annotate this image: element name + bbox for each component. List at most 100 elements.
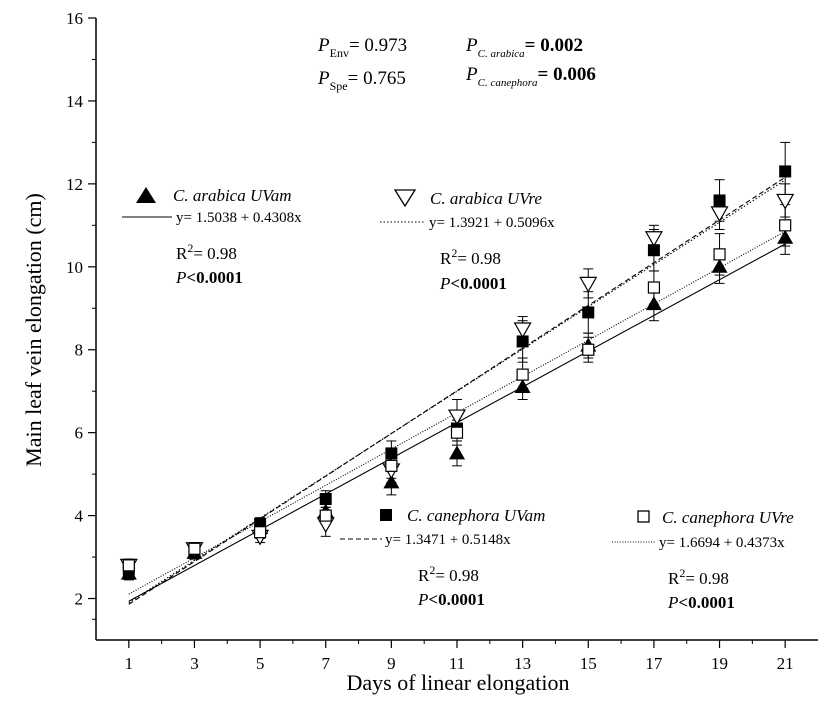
legend-eq-canephora-uvre: y= 1.6694 + 0.4373x (659, 535, 785, 551)
p-spe-sub: Spe (330, 79, 348, 93)
legend-p-arabica-uvam: P<0.0001 (175, 268, 243, 287)
legend-r2-canephora-uvam: R2= 0.98 (418, 563, 479, 585)
p-arabica-value: = 0.002 (525, 35, 583, 56)
legend-canephora-uvre: C. canephora UVre y= 1.6694 + 0.4373x R2… (612, 508, 794, 612)
point-series-1 (644, 231, 663, 247)
p-spe-value: = 0.765 (348, 68, 406, 89)
point-series-0 (777, 229, 794, 244)
p-env-sub: Env (330, 46, 349, 60)
point-series-3 (319, 509, 332, 522)
point-series-0 (711, 258, 728, 273)
r2-sup-canephora-uvre: 2 (679, 566, 685, 580)
p-prefix-canephora-uvre: P (667, 593, 678, 612)
point-series-3 (122, 559, 135, 572)
y-tick-label: 4 (75, 507, 84, 526)
x-tick-label: 17 (645, 654, 663, 673)
legend-arabica-uvam: C. arabica UVam y= 1.5038 + 0.4308x R2= … (122, 186, 302, 287)
p-prefix-arabica-uvam: P (175, 268, 186, 287)
point-series-2 (582, 306, 595, 319)
p-canephora-annotation: PC. canephora= 0.006 (465, 64, 596, 89)
point-series-2 (385, 447, 398, 460)
r2-sup-canephora-uvam: 2 (429, 563, 435, 577)
legend-p-canephora-uvre: P<0.0001 (667, 593, 735, 612)
p-arabica-sub: C. arabica (478, 48, 526, 60)
x-axis-title: Days of linear elongation (347, 670, 570, 695)
r2-label-canephora-uvam: R (418, 566, 430, 585)
y-tick-label: 14 (66, 92, 84, 111)
p-canephora-value: = 0.006 (538, 64, 596, 85)
point-series-3 (450, 426, 464, 439)
p-prefix-canephora-uvam: P (417, 590, 428, 609)
y-tick-label: 2 (75, 590, 84, 609)
p-spe-annotation: PSpe= 0.765 (317, 68, 406, 93)
r2-value-canephora-uvam: = 0.98 (435, 566, 479, 585)
p-prefix-arabica-uvre: P (439, 274, 450, 293)
data-points (119, 165, 795, 580)
legend-marker-arabica-uvre (393, 189, 417, 208)
x-tick-label: 3 (190, 654, 199, 673)
point-series-2 (516, 335, 529, 348)
point-series-1 (710, 206, 729, 223)
point-series-2 (647, 244, 660, 257)
p-spe-label: P (317, 68, 330, 89)
point-series-2 (713, 194, 726, 207)
point-series-1 (579, 276, 598, 293)
p-value-canephora-uvam: <0.0001 (428, 590, 484, 609)
point-series-3 (582, 343, 595, 356)
point-series-1 (513, 322, 532, 339)
point-series-3 (647, 281, 661, 294)
point-series-0 (645, 296, 662, 311)
x-tick-label: 13 (514, 654, 531, 673)
legend-r2-arabica-uvam: R2= 0.98 (176, 241, 237, 263)
p-env-label: P (317, 35, 330, 56)
legend-r2-canephora-uvre: R2= 0.98 (668, 566, 729, 588)
point-series-3 (713, 248, 726, 261)
legend-marker-canephora-uvam (380, 509, 392, 521)
x-tick-label: 19 (711, 654, 728, 673)
p-value-canephora-uvre: <0.0001 (678, 593, 734, 612)
point-series-3 (188, 542, 201, 555)
x-tick-label: 15 (580, 654, 597, 673)
point-series-2 (779, 165, 792, 178)
legend-marker-arabica-uvam (136, 187, 156, 203)
y-tick-label: 8 (75, 341, 84, 360)
x-tick-label: 9 (387, 654, 396, 673)
legend-eq-arabica-uvre: y= 1.3921 + 0.5096x (429, 215, 555, 231)
legend-eq-arabica-uvam: y= 1.5038 + 0.4308x (176, 210, 302, 226)
p-value-arabica-uvam: <0.0001 (186, 268, 242, 287)
x-tick-label: 1 (125, 654, 134, 673)
y-tick-label: 12 (66, 175, 83, 194)
legend-r2-arabica-uvre: R2= 0.98 (440, 246, 501, 268)
r2-label-arabica-uvam: R (176, 244, 188, 263)
y-tick-label: 16 (66, 9, 83, 28)
legend-canephora-uvam: C. canephora UVam y= 1.3471 + 0.5148x R2… (340, 506, 545, 609)
legend-name-canephora-uvre: C. canephora UVre (662, 508, 794, 527)
r2-value-arabica-uvam: = 0.98 (193, 244, 237, 263)
point-series-0 (514, 379, 531, 394)
p-canephora-sub: C. canephora (478, 77, 538, 89)
legend-marker-canephora-uvre (637, 510, 650, 523)
legend-name-canephora-uvam: C. canephora UVam (407, 506, 545, 525)
y-axis-title: Main leaf vein elongation (cm) (21, 193, 46, 467)
r2-label-canephora-uvre: R (668, 569, 680, 588)
x-tick-label: 5 (256, 654, 265, 673)
point-series-1 (447, 409, 467, 426)
legend-p-canephora-uvam: P<0.0001 (417, 590, 485, 609)
legend-eq-canephora-uvam: y= 1.3471 + 0.5148x (385, 532, 511, 548)
r2-label-arabica-uvre: R (440, 249, 452, 268)
y-tick-label: 6 (75, 424, 84, 443)
point-series-3 (516, 368, 529, 381)
legend-name-arabica-uvam: C. arabica UVam (173, 186, 292, 205)
r2-sup-arabica-uvre: 2 (451, 246, 457, 260)
x-tick-label: 7 (321, 654, 330, 673)
r2-sup-arabica-uvam: 2 (187, 241, 193, 255)
point-series-2 (319, 493, 332, 506)
legend-p-arabica-uvre: P<0.0001 (439, 274, 507, 293)
y-tick-label: 10 (66, 258, 83, 277)
point-series-0 (383, 474, 400, 489)
point-series-3 (779, 219, 792, 232)
point-series-3 (253, 526, 267, 539)
p-arabica-annotation: PC. arabica= 0.002 (465, 35, 583, 60)
fit-line-series-1 (128, 179, 786, 604)
